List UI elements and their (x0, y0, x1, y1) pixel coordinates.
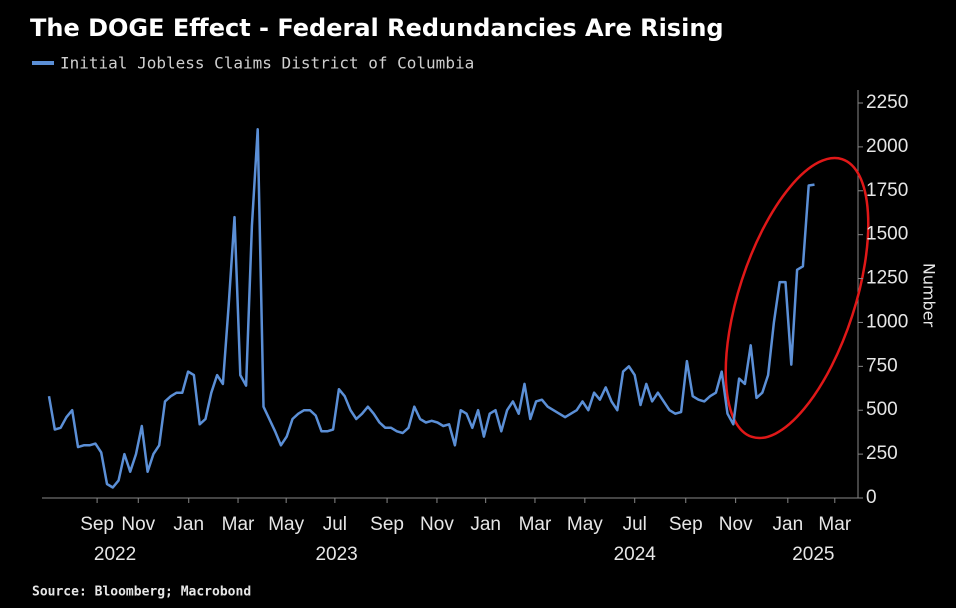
y-tick-label: 250 (866, 443, 898, 464)
x-tick-label: Jan (773, 514, 804, 535)
series-line (47, 128, 815, 489)
y-tick-label: 750 (866, 355, 898, 376)
x-tick-label: Jul (323, 514, 347, 535)
x-tick-label: Jul (623, 514, 647, 535)
x-tick-label: Mar (818, 514, 851, 535)
x-tick-label: Sep (80, 514, 114, 535)
y-tick-label: 1500 (866, 224, 908, 245)
x-tick-label: May (268, 514, 304, 535)
x-tick-label: Jan (470, 514, 501, 535)
y-tick-label: 0 (866, 487, 877, 508)
y-tick-label: 1000 (866, 311, 908, 332)
x-tick-label: Nov (121, 514, 155, 535)
x-tick-label: Mar (222, 514, 255, 535)
x-tick-label: Mar (519, 514, 552, 535)
legend-label: Initial Jobless Claims District of Colum… (60, 54, 474, 73)
y-tick-label: 2250 (866, 92, 908, 113)
x-year-label: 2025 (792, 544, 834, 565)
x-year-label: 2024 (614, 544, 657, 565)
x-tick-label: Jan (173, 514, 204, 535)
highlight-ellipse (724, 156, 870, 440)
y-tick-label: 1250 (866, 268, 908, 289)
source: Source: Bloomberg; Macrobond (32, 585, 251, 600)
x-tick-label: Nov (420, 514, 454, 535)
x-tick-label: Nov (719, 514, 753, 535)
x-year-label: 2022 (94, 544, 136, 565)
x-tick-label: Sep (669, 514, 703, 535)
chart-title: The DOGE Effect - Federal Redundancies A… (30, 14, 724, 42)
y-tick-label: 2000 (866, 136, 908, 157)
x-tick-label: May (567, 514, 603, 535)
y-tick-label: 1750 (866, 180, 908, 201)
x-tick-label: Sep (370, 514, 404, 535)
y-tick-label: 500 (866, 399, 898, 420)
x-year-label: 2023 (315, 544, 357, 565)
y-axis-label: Number (920, 263, 939, 328)
